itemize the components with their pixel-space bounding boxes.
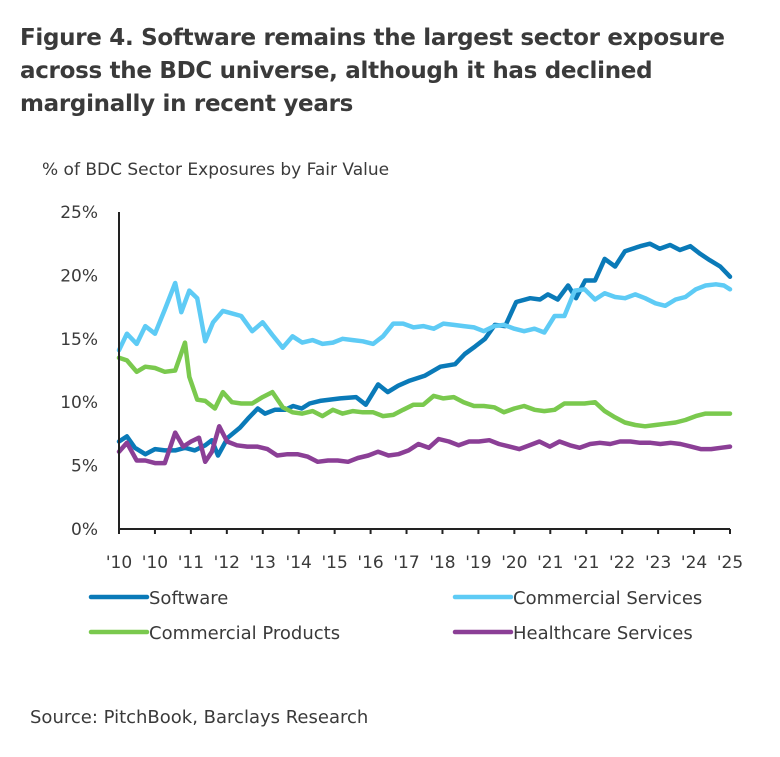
legend-item-commercial-products: Commercial Products	[88, 623, 340, 644]
x-tick-label: '21	[573, 553, 599, 573]
figure-title: Figure 4. Software remains the largest s…	[20, 25, 725, 117]
x-tick-label: '12	[214, 553, 240, 573]
x-tick-label: '15	[321, 553, 347, 573]
x-tick-label: '24	[681, 553, 707, 573]
x-tick-label: '13	[250, 553, 276, 573]
x-tick-label: '10	[142, 553, 168, 573]
legend: Software Commercial Services Commercial Pr…	[88, 588, 702, 644]
x-tick-label: '20	[501, 553, 527, 573]
legend-item-software: Software	[88, 588, 228, 609]
series-line-healthcare-services	[116, 424, 733, 466]
x-tick-label: '22	[609, 553, 635, 573]
y-tick-label: 10%	[60, 393, 98, 413]
x-tick-label: '25	[717, 553, 743, 573]
source-note: Source: PitchBook, Barclays Research	[30, 707, 369, 728]
x-tick-label: '18	[429, 553, 455, 573]
x-tick-label: '17	[393, 553, 419, 573]
x-tick-label: '23	[645, 553, 671, 573]
x-tick-label: '14	[286, 553, 312, 573]
axes-layer: 0% 5% 10% 15% 20% 25% '10 '10 '11 '12 '13 '14 '15 '16…	[60, 203, 743, 573]
legend-label: Healthcare Services	[513, 623, 693, 644]
y-tick-label: 20%	[60, 266, 98, 286]
x-tick-label: '10	[106, 553, 132, 573]
y-tick-label: 0%	[71, 520, 98, 540]
y-tick-label: 5%	[71, 457, 98, 477]
legend-label: Commercial Services	[513, 588, 702, 609]
x-tick-label: '11	[178, 553, 204, 573]
legend-label: Commercial Products	[149, 623, 340, 644]
x-tick-label: '16	[357, 553, 383, 573]
x-tick-label: '21	[537, 553, 563, 573]
y-tick-label: 15%	[60, 330, 98, 350]
legend-item-commercial-services: Commercial Services	[452, 588, 702, 609]
legend-label: Software	[149, 588, 228, 609]
legend-item-healthcare-services: Healthcare Services	[452, 623, 693, 644]
series-line-commercial-products	[116, 340, 733, 429]
series-line-software	[116, 241, 733, 458]
y-tick-label: 25%	[60, 203, 98, 223]
series-layer	[116, 241, 733, 466]
chart-subtitle: % of BDC Sector Exposures by Fair Value	[42, 160, 390, 180]
series-line-commercial-services	[116, 280, 733, 353]
x-tick-label: '19	[465, 553, 491, 573]
